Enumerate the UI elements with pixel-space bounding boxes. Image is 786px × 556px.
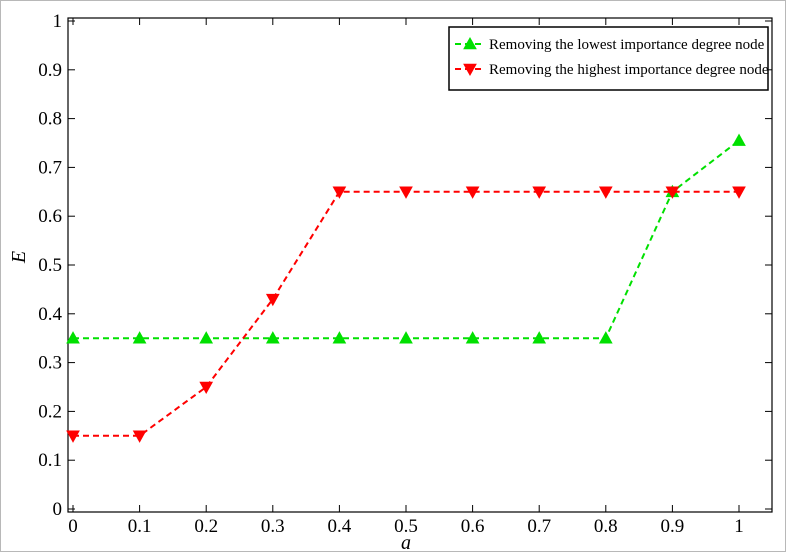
legend-marker	[463, 36, 477, 50]
data-point	[132, 331, 147, 344]
legend-label: Removing the highest importance degree n…	[489, 62, 769, 78]
data-point	[465, 331, 480, 344]
data-point	[265, 293, 280, 307]
data-point	[332, 186, 347, 199]
x-tick-label: 0.3	[261, 516, 285, 537]
x-tick-label: 0.2	[194, 516, 218, 537]
y-tick-label: 0.9	[38, 60, 62, 81]
data-point	[665, 186, 680, 199]
y-axis-label: E	[8, 251, 30, 264]
series-1	[66, 133, 746, 344]
x-tick-label: 0.1	[128, 516, 152, 537]
data-point	[265, 331, 280, 344]
x-tick-label: 0.7	[527, 516, 551, 537]
y-tick-label: 0.3	[38, 353, 62, 374]
plot-area	[67, 17, 773, 513]
x-tick-label: 0.8	[594, 516, 618, 537]
data-point	[199, 331, 214, 344]
x-tick-label: 0	[68, 516, 78, 537]
x-tick-label: 1	[734, 516, 744, 537]
data-point	[399, 186, 413, 199]
y-tick-label: 0.4	[38, 304, 62, 325]
y-tick-label: 0.6	[38, 206, 62, 227]
data-point	[332, 331, 347, 344]
y-tick-label: 0.1	[38, 450, 62, 471]
data-point	[532, 331, 547, 344]
y-tick-label: 0.7	[38, 157, 62, 178]
series-2	[66, 186, 746, 443]
x-tick-label: 0.4	[328, 516, 352, 537]
y-tick-label: 0.8	[38, 109, 62, 130]
y-tick-label: 0.2	[38, 401, 62, 422]
y-tick-label: 1	[53, 11, 63, 32]
legend-box	[448, 26, 769, 91]
legend-marker	[463, 63, 477, 77]
data-point	[598, 186, 613, 199]
data-point	[132, 430, 147, 443]
x-axis-label: a	[401, 532, 411, 551]
data-point	[66, 430, 80, 443]
data-point	[598, 331, 613, 344]
x-tick-label: 0.6	[461, 516, 485, 537]
y-tick-label: 0.5	[38, 255, 62, 276]
data-point	[732, 186, 746, 199]
data-point	[66, 331, 80, 344]
data-point	[199, 381, 214, 395]
data-point	[465, 186, 480, 199]
legend-label: Removing the lowest importance degree no…	[489, 37, 765, 53]
axis-ticks: 0 0.1 0.2 0.3 0.4 0.5 0.6 0.7 0.8 0.9 1 0 0.1 0.2 0.3 0…	[38, 11, 772, 537]
x-tick-label: 0.5	[394, 516, 418, 537]
data-point	[399, 331, 413, 344]
x-tick-label: 0.9	[661, 516, 685, 537]
data-point	[732, 133, 746, 146]
y-tick-label: 0	[53, 499, 63, 520]
legend: Removing the lowest importance degree no…	[448, 26, 769, 91]
data-point	[532, 186, 547, 199]
series-layer	[66, 133, 746, 443]
